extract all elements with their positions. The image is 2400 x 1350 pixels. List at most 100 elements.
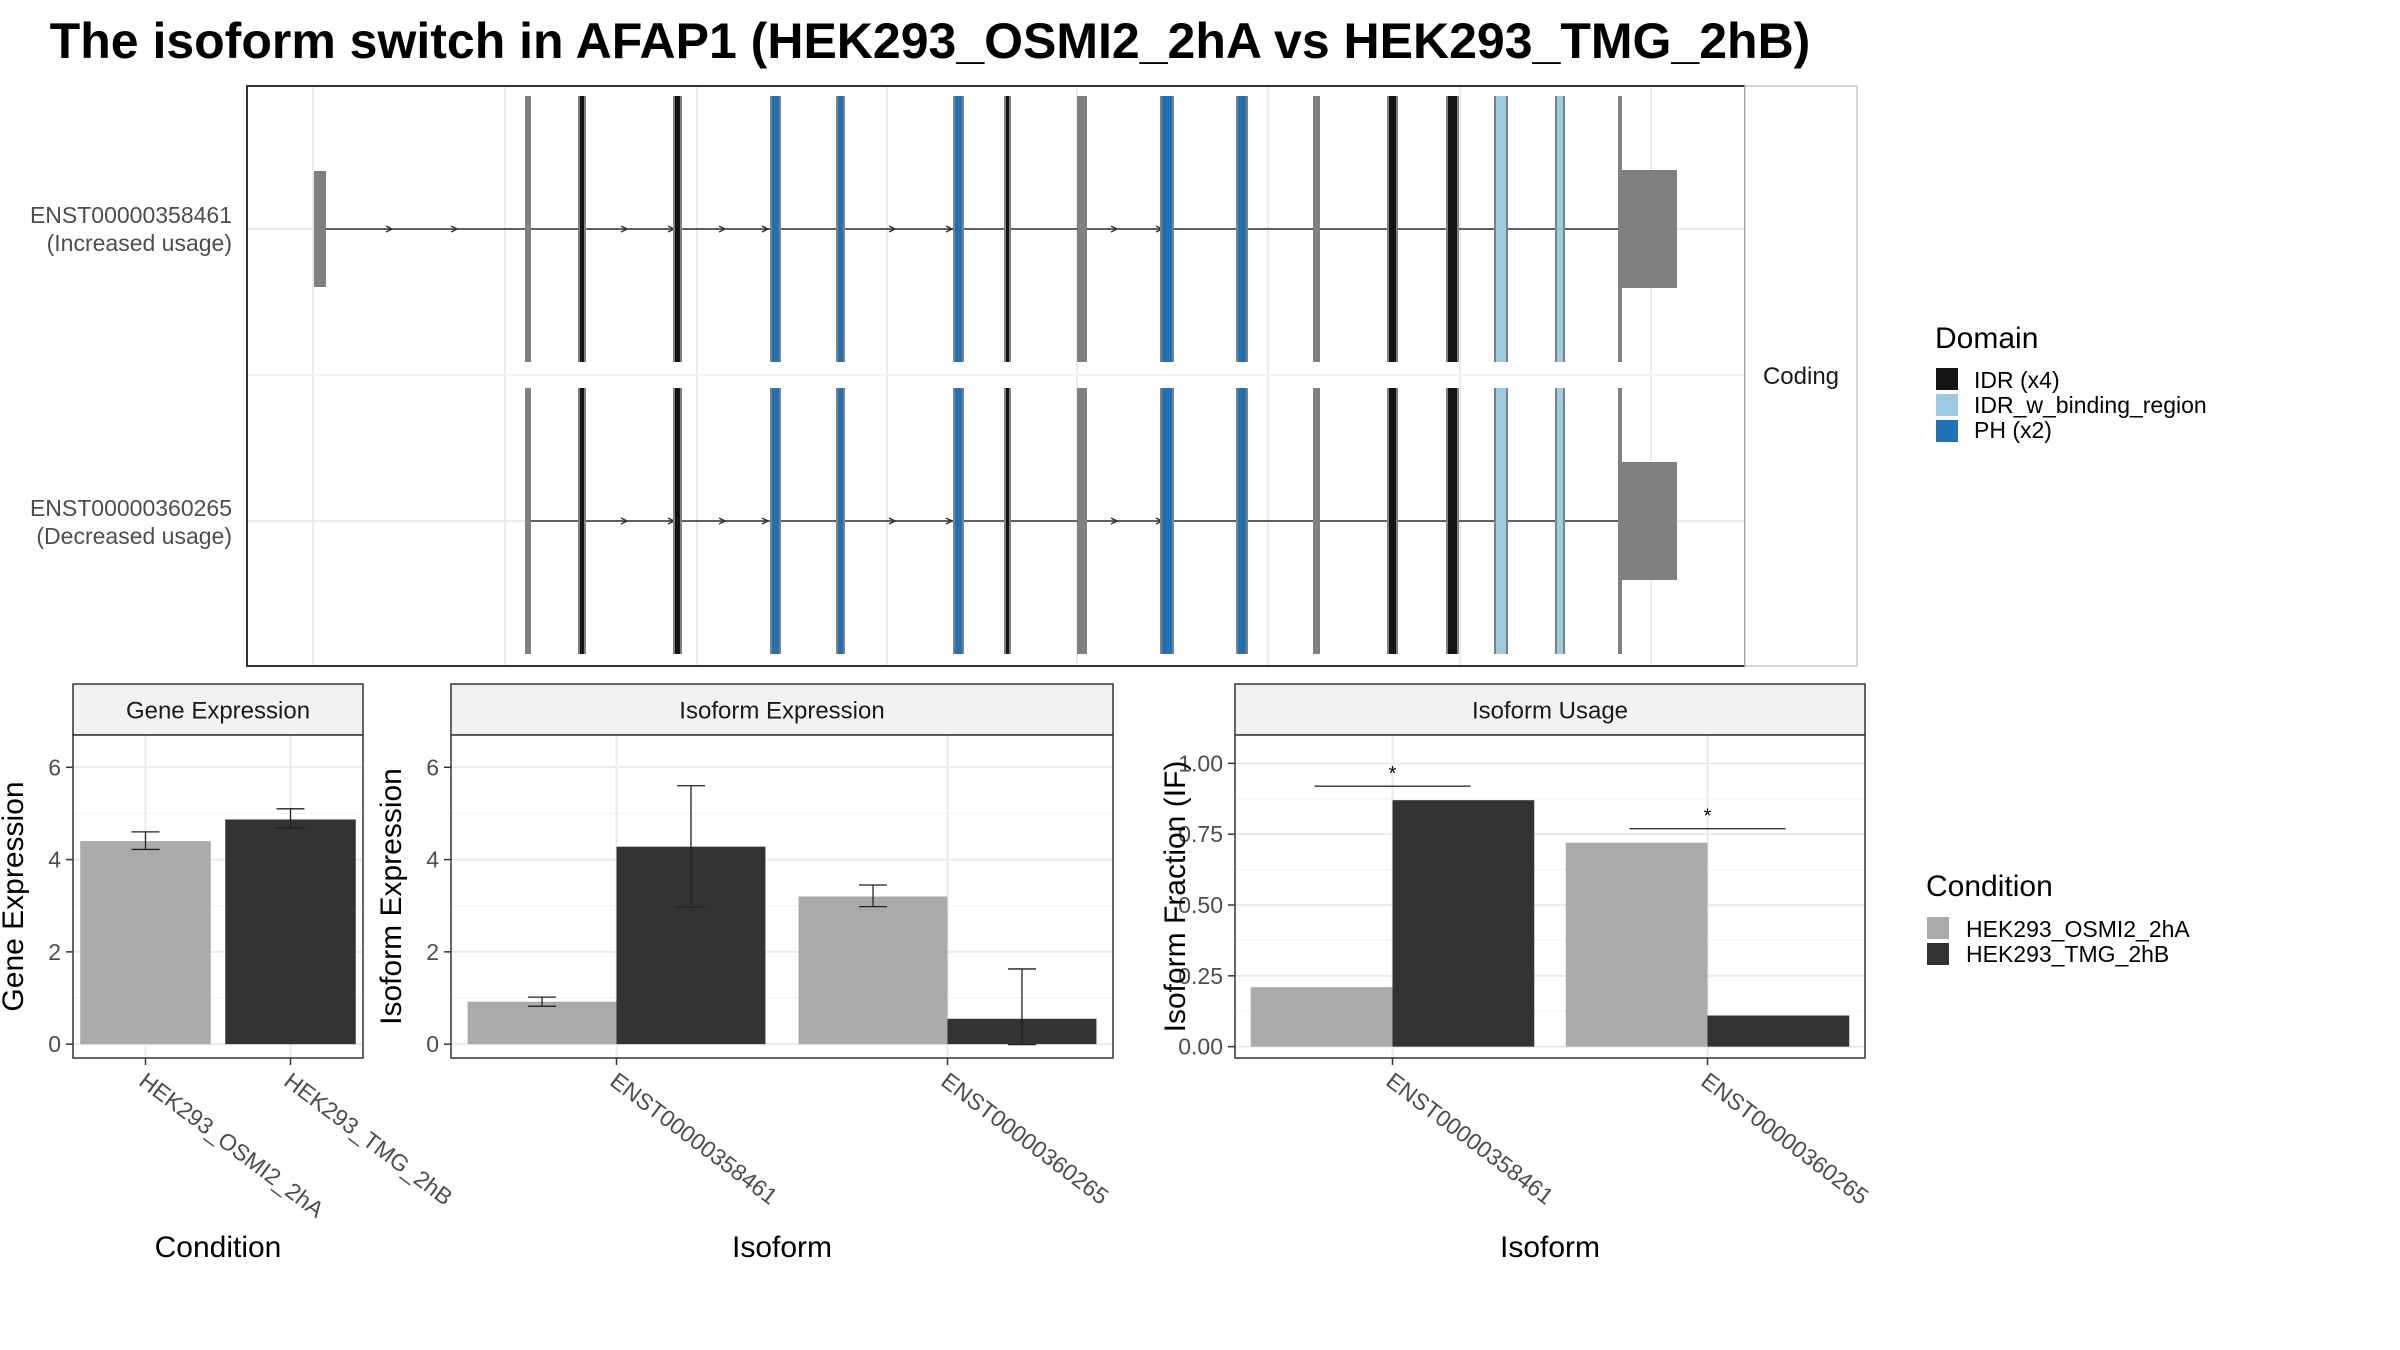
y-axis-title: Gene Expression: [0, 781, 30, 1011]
bar: [798, 896, 948, 1045]
bar: [1392, 800, 1535, 1047]
panel-strip: [72, 683, 364, 736]
isoform-2-arrow-5: [718, 517, 727, 525]
y-tick-label: 0.25: [1178, 963, 1223, 989]
isoform-2-domain-13: [1448, 388, 1457, 654]
legend-key-idr: [1936, 368, 1958, 390]
panel-border: [72, 734, 364, 1059]
isoform-2-utr-exon: [1620, 462, 1677, 580]
legend-key-condition-b: [1927, 943, 1949, 965]
bar: [467, 1001, 617, 1045]
isoform-2-arrow-9: [1110, 517, 1119, 525]
y-tick-label: 0.75: [1178, 821, 1223, 847]
x-tick-label: ENST00000360265: [1696, 1067, 1873, 1209]
x-axis-title: Isoform: [732, 1231, 832, 1264]
isoform-1-domain-6: [955, 96, 962, 362]
isoform-1-arrow-6: [761, 225, 770, 233]
bar: [1565, 842, 1708, 1047]
isoform-1-domain-5: [838, 96, 843, 362]
isoform-2-arrow-8: [945, 517, 954, 525]
significance-marker: *: [1389, 763, 1397, 785]
x-axis-title: Isoform: [1500, 1231, 1600, 1264]
isoform-label-2: ENST00000360265: [30, 495, 232, 521]
isoform-2-domain-11: [1315, 388, 1318, 654]
x-axis-title: Condition: [155, 1231, 282, 1264]
y-tick-label: 1.00: [1178, 750, 1223, 776]
y-tick-label: 4: [48, 847, 61, 873]
legend-label-idr: IDR (x4): [1974, 367, 2060, 393]
domain-legend-title: Domain: [1935, 322, 2038, 355]
panel-border: [450, 734, 1114, 1059]
x-tick-label: ENST00000358461: [605, 1067, 782, 1209]
isoform-2-domain-1: [527, 388, 530, 654]
domain-legend: Domain IDR (x4) IDR_w_binding_region PH …: [1935, 322, 2207, 443]
y-tick-label: 0: [426, 1031, 439, 1057]
isoform-1-domain-13: [1448, 96, 1457, 362]
isoform-1-domain-3: [675, 96, 680, 362]
isoform-1-arrow-2: [450, 225, 459, 233]
isoform-1-domain-14: [1496, 96, 1506, 362]
isoform-usage-panel: Isoform Usage 0.00 0.25 0.50 0.75 1.00 * * ENST0…: [1159, 683, 1874, 1264]
isoform-1-arrow-9: [1110, 225, 1119, 233]
legend-label-condition-b: HEK293_TMG_2hB: [1966, 941, 2169, 967]
y-tick-label: 2: [48, 939, 61, 965]
isoform-1-arrow-1: [385, 225, 394, 233]
isoform-1-domain-11: [1315, 96, 1318, 362]
isoform-usage-2: (Decreased usage): [36, 523, 232, 549]
condition-legend-title: Condition: [1926, 870, 2053, 903]
isoform-2-domain-9: [1162, 388, 1172, 654]
legend-label-ph: PH (x2): [1974, 417, 2052, 443]
y-tick-label: 0.50: [1178, 892, 1223, 918]
y-axis-title: Isoform Fraction (IF): [1159, 761, 1192, 1033]
bar: [1250, 987, 1393, 1047]
legend-label-condition-a: HEK293_OSMI2_2hA: [1966, 916, 2190, 942]
panel-title: Gene Expression: [126, 698, 310, 725]
y-axis-title: Isoform Expression: [375, 768, 408, 1025]
bar: [225, 819, 356, 1045]
legend-label-idr-binding: IDR_w_binding_region: [1974, 392, 2207, 418]
isoform-2-domain-5: [838, 388, 843, 654]
isoform-1-arrow-7: [888, 225, 897, 233]
condition-legend: Condition HEK293_OSMI2_2hA HEK293_TMG_2h…: [1926, 870, 2190, 967]
isoform-1-utr-exon: [1620, 170, 1677, 288]
isoform-2-domain-10: [1238, 388, 1246, 654]
panel-strip: [450, 683, 1114, 736]
y-tick-label: 0.00: [1178, 1034, 1223, 1060]
isoform-1-arrow-3: [620, 225, 629, 233]
isoform-1-domain-2: [580, 96, 584, 362]
isoform-2-arrow-6: [761, 517, 770, 525]
isoform-1-domain-7: [1006, 96, 1009, 362]
isoform-2-domain-7: [1006, 388, 1009, 654]
x-tick-label: ENST00000358461: [1381, 1067, 1558, 1209]
structure-strip: [1744, 85, 1858, 667]
isoform-2-arrow-7: [888, 517, 897, 525]
legend-key-ph: [1936, 420, 1958, 442]
isoform-1-domain-4: [772, 96, 779, 362]
isoform-1-domain-9: [1162, 96, 1172, 362]
isoform-1-domain-1: [527, 96, 530, 362]
isoform-2-domain-15: [1557, 388, 1563, 654]
panel-strip: [1234, 683, 1866, 736]
isoform-1-domain-15: [1557, 96, 1563, 362]
isoform-2-domain-6: [955, 388, 962, 654]
isoform-usage-1: (Increased usage): [47, 230, 232, 256]
y-tick-label: 6: [48, 754, 61, 780]
y-tick-label: 2: [426, 939, 439, 965]
significance-marker: *: [1704, 806, 1712, 828]
legend-key-condition-a: [1927, 917, 1949, 939]
isoform-2-domain-12: [1389, 388, 1396, 654]
isoform-2-domain-4: [772, 388, 779, 654]
structure-strip-label: Coding: [1763, 363, 1839, 390]
isoform-1-arrow-8: [945, 225, 954, 233]
isoform-label-1: ENST00000358461: [30, 202, 232, 228]
isoform-1-domain-8: [1079, 96, 1085, 362]
x-tick-label: ENST00000360265: [936, 1067, 1113, 1209]
isoform-1-arrow-5: [718, 225, 727, 233]
structure-tracks: [314, 96, 1677, 654]
isoform-2-domain-3: [675, 388, 680, 654]
isoform-1-first-exon: [314, 171, 326, 287]
isoform-2-arrow-3: [620, 517, 629, 525]
y-tick-label: 0: [48, 1031, 61, 1057]
isoform-1-domain-10: [1238, 96, 1246, 362]
